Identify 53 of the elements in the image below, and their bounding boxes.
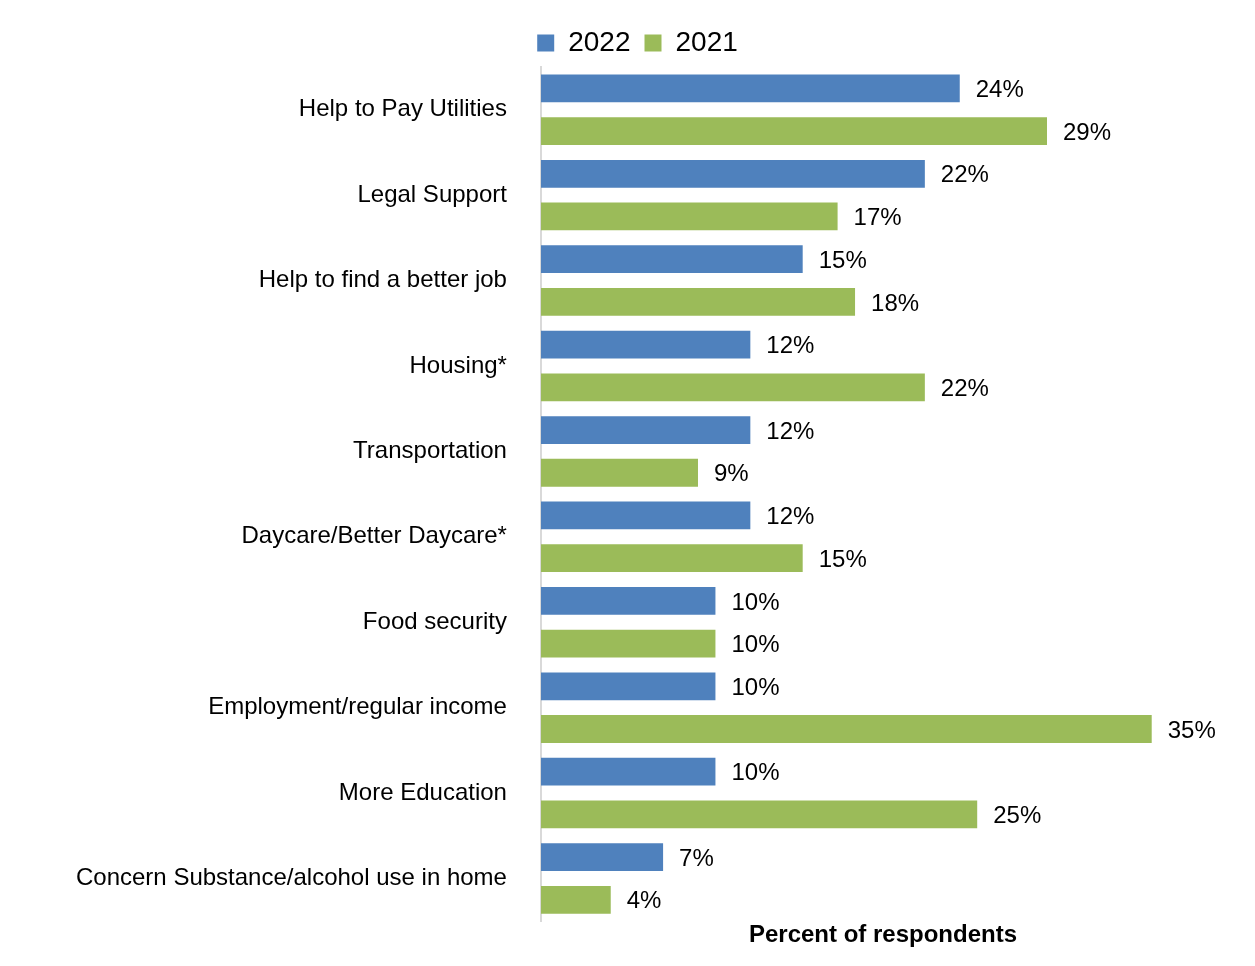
bar	[540, 330, 751, 359]
bar	[540, 586, 716, 615]
y-tick-label: Housing*	[409, 350, 507, 378]
data-label: 25%	[993, 801, 1042, 829]
bar	[540, 288, 856, 316]
y-tick-label: Employment/regular income	[208, 692, 507, 720]
x-axis-title: Percent of respondents	[748, 920, 1017, 948]
data-label: 10%	[731, 587, 780, 615]
data-label: 24%	[975, 74, 1024, 102]
bar	[540, 202, 838, 231]
bar	[540, 800, 978, 829]
y-tick-label: Concern Substance/alcohol use in home	[76, 863, 507, 891]
data-label: 10%	[731, 672, 780, 700]
data-label: 4%	[626, 886, 662, 914]
y-tick-label: Help to find a better job	[258, 265, 507, 293]
y-tick-label: Daycare/Better Daycare*	[241, 521, 507, 549]
data-label: 9%	[713, 459, 749, 487]
data-label: 15%	[818, 245, 867, 273]
data-label: 10%	[731, 758, 780, 786]
data-label: 12%	[766, 331, 815, 359]
bar	[540, 715, 1152, 743]
y-tick-label: Help to Pay Utilities	[298, 94, 507, 122]
bar	[540, 159, 925, 188]
bar	[540, 843, 664, 872]
data-label: 7%	[679, 843, 714, 871]
bar	[540, 458, 698, 487]
legend-label: 2022	[568, 25, 631, 57]
bar	[540, 416, 751, 444]
data-label: 35%	[1167, 715, 1216, 743]
bar	[540, 544, 803, 573]
data-label: 17%	[853, 203, 902, 231]
bar	[540, 74, 960, 103]
data-label: 15%	[818, 544, 867, 572]
data-label: 22%	[940, 160, 989, 188]
bar	[540, 373, 925, 402]
data-label: 22%	[940, 373, 989, 401]
bar	[540, 672, 716, 701]
bar	[540, 117, 1047, 145]
data-label: 18%	[871, 288, 920, 316]
y-tick-label: Transportation	[353, 436, 507, 464]
y-tick-label: Food security	[362, 606, 507, 634]
bar	[540, 757, 716, 786]
data-label: 12%	[766, 416, 815, 444]
y-tick-label: More Education	[338, 777, 507, 805]
bar	[540, 245, 803, 274]
data-label: 12%	[766, 502, 815, 530]
legend-label: 2021	[675, 25, 738, 57]
y-tick-label: Legal Support	[357, 179, 508, 207]
data-label: 10%	[731, 630, 780, 658]
bar	[540, 629, 716, 658]
bar	[540, 501, 751, 530]
bar	[540, 885, 611, 914]
data-label: 29%	[1063, 117, 1112, 145]
